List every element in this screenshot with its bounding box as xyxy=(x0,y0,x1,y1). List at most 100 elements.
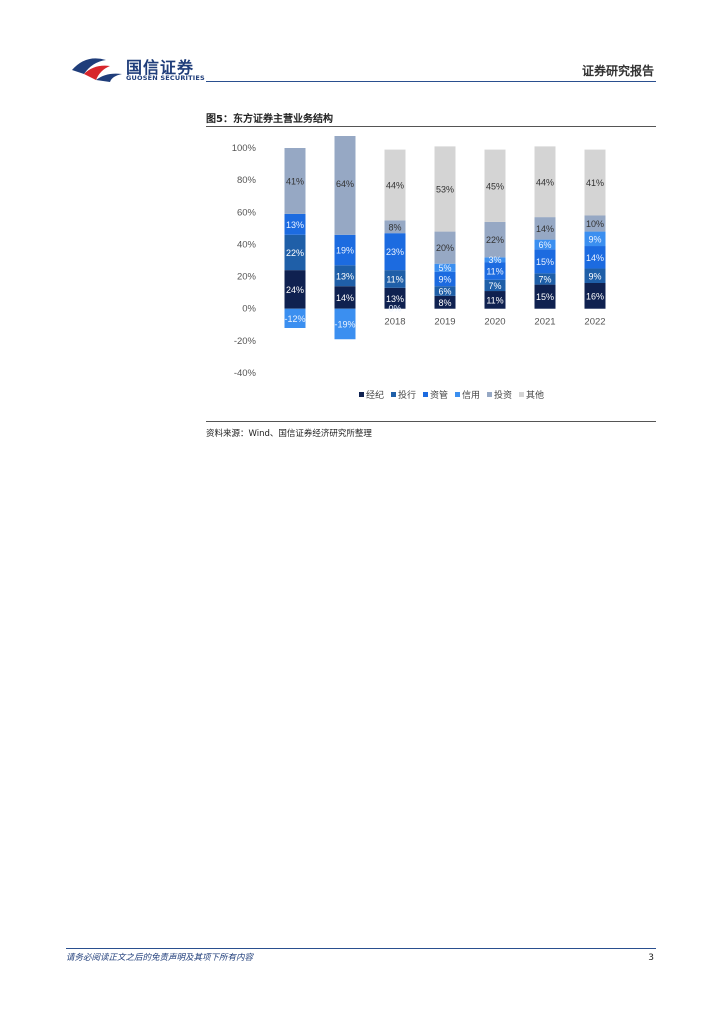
data-label: 13% xyxy=(336,271,354,281)
bar-segment xyxy=(584,215,606,232)
data-label: 44% xyxy=(386,180,404,190)
x-tick-label: 2022 xyxy=(584,317,605,328)
bar-segment xyxy=(484,279,506,292)
x-tick-label: 2019 xyxy=(434,317,455,328)
bar-segment xyxy=(334,131,356,235)
legend-swatch xyxy=(359,392,364,397)
logo-text-en: GUOSEN SECURITIES xyxy=(126,74,205,82)
data-label: 13% xyxy=(386,294,404,304)
logo-text-cn: 国信证券 xyxy=(126,58,195,77)
bar-segment xyxy=(384,287,406,309)
bar-segment xyxy=(384,233,406,271)
bar-segment xyxy=(434,271,456,287)
data-label: -19% xyxy=(334,319,355,329)
data-label: 11% xyxy=(486,295,503,305)
data-label: 9% xyxy=(438,274,451,284)
data-label: 6% xyxy=(438,287,451,297)
bar-segment xyxy=(484,257,506,263)
guosen-logo: 国信证券 GUOSEN SECURITIES xyxy=(70,52,210,84)
data-label: 9% xyxy=(588,271,601,281)
data-label: 19% xyxy=(336,246,354,256)
legend-swatch xyxy=(519,392,524,397)
y-tick-label: -40% xyxy=(234,368,257,379)
bar-segment xyxy=(434,295,456,309)
legend-swatch xyxy=(391,392,396,397)
data-label: 11% xyxy=(386,274,403,284)
data-label: 9% xyxy=(588,234,601,244)
legend-swatch xyxy=(423,392,428,397)
figure-title: 图5：东方证券主营业务结构 xyxy=(206,114,333,125)
bar-segment xyxy=(284,270,306,309)
bar-segment xyxy=(334,265,356,287)
figure-top-divider xyxy=(206,126,656,127)
data-label: 10% xyxy=(586,219,604,229)
report-type-label: 证券研究报告 xyxy=(581,64,654,78)
data-label: 13% xyxy=(286,220,304,230)
bar-segment xyxy=(284,308,306,328)
bar-segment xyxy=(434,146,456,232)
figure-source: 资料来源：Wind、国信证券经济研究所整理 xyxy=(206,429,372,439)
legend-label: 其他 xyxy=(526,389,544,401)
data-label: 45% xyxy=(486,181,504,191)
business-structure-chart: 100% 80% 60% 40% 20% 0% -20% -40% 24% 22% 13% -12% 4… xyxy=(220,131,630,416)
data-label: 64% xyxy=(336,179,354,189)
data-label: 22% xyxy=(286,248,304,258)
stacked-bar-chart: 100% 80% 60% 40% 20% 0% -20% -40% 24% 22% 13% -12% 4… xyxy=(232,131,606,401)
data-label: 0% xyxy=(388,304,401,314)
bar-segment xyxy=(434,286,456,296)
bar-segment xyxy=(434,231,456,264)
data-label: -12% xyxy=(284,314,305,324)
bar-segment xyxy=(534,146,556,218)
legend-label: 投行 xyxy=(398,389,416,401)
guosen-logo-mark-icon xyxy=(72,58,122,82)
bar-segment xyxy=(284,234,306,271)
bar-segment xyxy=(534,239,556,250)
legend-swatch xyxy=(455,392,460,397)
bar-segment xyxy=(534,284,556,309)
y-tick-label: -20% xyxy=(234,336,257,347)
bar-segment xyxy=(584,268,606,283)
x-tick-label: 2018 xyxy=(384,317,405,328)
data-label: 22% xyxy=(486,235,504,245)
bar-segment xyxy=(534,249,556,274)
bar-segment xyxy=(384,220,406,234)
data-label: 41% xyxy=(586,178,604,188)
data-label: 44% xyxy=(536,177,554,187)
y-tick-label: 100% xyxy=(232,143,257,154)
bar-segment xyxy=(584,231,606,247)
legend-label: 经纪 xyxy=(366,389,384,401)
data-label: 7% xyxy=(488,281,501,291)
bar-segment xyxy=(384,149,406,221)
y-tick-label: 0% xyxy=(242,304,256,315)
data-label: 20% xyxy=(436,243,454,253)
bar-segment xyxy=(284,148,306,214)
bar-segment xyxy=(334,286,356,309)
data-label: 3% xyxy=(488,255,501,265)
bar-segment xyxy=(484,262,506,280)
legend-label: 信用 xyxy=(462,389,480,401)
data-label: 15% xyxy=(536,257,554,267)
x-tick-label: 2020 xyxy=(484,317,505,328)
data-label: 5% xyxy=(438,263,451,273)
bar-segment xyxy=(584,283,606,309)
data-label: 14% xyxy=(586,253,604,263)
x-tick-label: 2021 xyxy=(534,317,555,328)
footer-disclaimer: 请务必阅读正文之后的免责声明及其项下所有内容 xyxy=(66,953,254,963)
data-label: 8% xyxy=(438,298,451,308)
legend-swatch xyxy=(487,392,492,397)
data-label: 23% xyxy=(386,247,404,257)
data-label: 6% xyxy=(538,240,551,250)
page-number: 3 xyxy=(648,953,654,963)
bar-segment xyxy=(284,213,306,235)
figure-bottom-divider xyxy=(206,421,656,422)
data-label: 16% xyxy=(586,291,604,301)
bar-segment xyxy=(584,246,606,269)
bar-segment xyxy=(484,291,506,309)
data-label: 11% xyxy=(486,266,503,276)
bar-segment xyxy=(534,273,556,285)
bar-segment xyxy=(484,221,506,258)
data-label: 15% xyxy=(536,292,554,302)
y-tick-label: 20% xyxy=(237,272,257,283)
header-divider xyxy=(206,81,656,82)
y-tick-label: 60% xyxy=(237,207,257,218)
